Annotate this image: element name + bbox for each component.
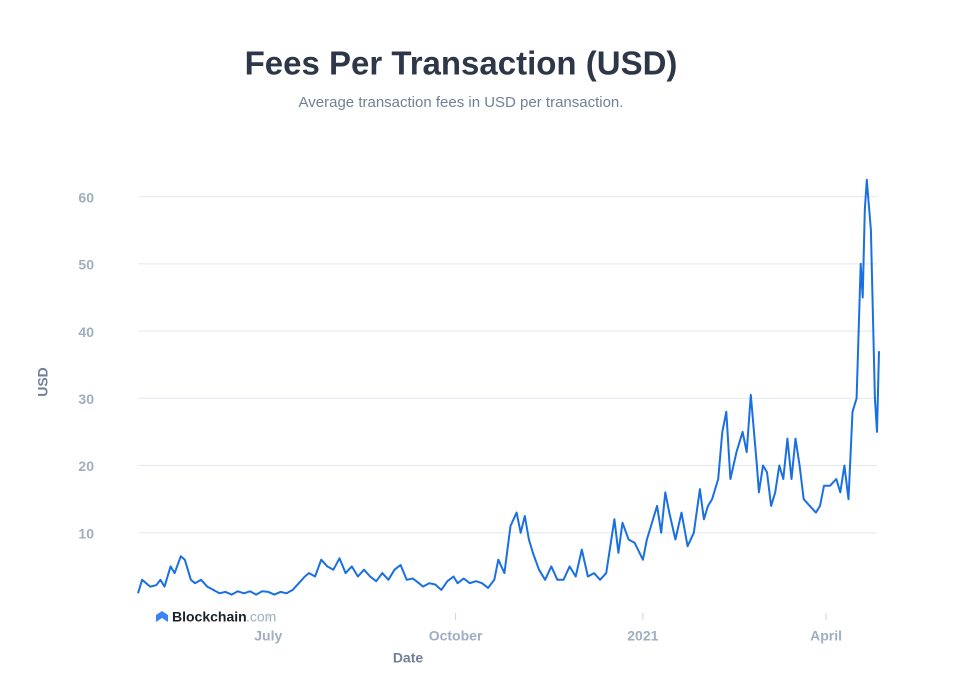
x-axis-label: Date [393, 650, 424, 666]
x-tick-label: October [429, 628, 483, 644]
chart-title: Fees Per Transaction (USD) [245, 45, 678, 82]
watermark-icon [156, 611, 168, 622]
y-tick-label: 60 [78, 189, 94, 205]
chart-subtitle: Average transaction fees in USD per tran… [299, 94, 624, 111]
y-tick-label: 40 [78, 324, 94, 340]
y-axis-label: USD [35, 367, 51, 397]
watermark-brand: Blockchain [172, 609, 247, 625]
x-tick-label: April [810, 628, 842, 644]
watermark-suffix: .com [246, 609, 276, 625]
y-tick-label: 10 [78, 525, 94, 541]
data-line [137, 178, 880, 596]
y-tick-label: 50 [78, 257, 94, 273]
y-tick-label: 20 [78, 458, 94, 474]
y-tick-label: 30 [78, 391, 94, 407]
x-tick-label: 2021 [627, 628, 658, 644]
x-tick-label: July [254, 628, 282, 644]
